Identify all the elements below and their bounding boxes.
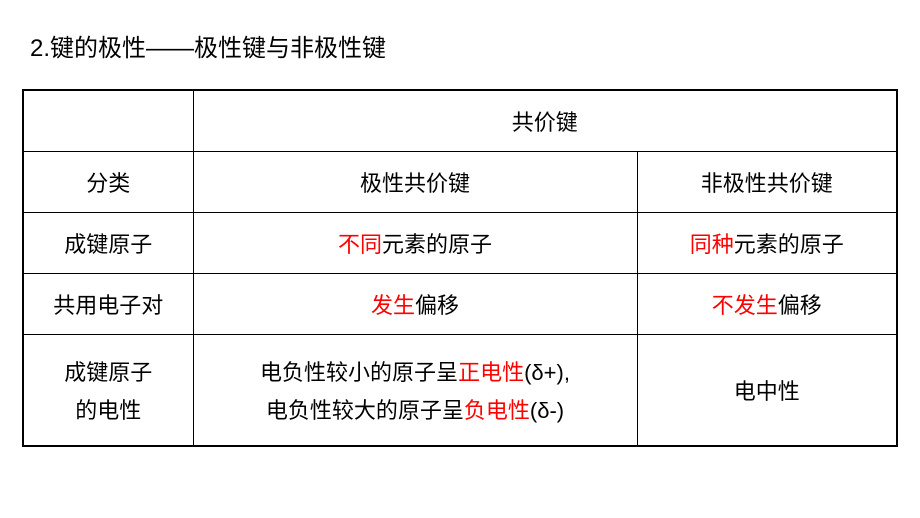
polar-electron-text: 偏移 [415,293,459,318]
polar-atoms-highlight: 不同 [338,232,382,257]
polar-charge-neg-highlight: 负电性 [464,398,530,423]
nonpolar-atoms-text: 元素的原子 [734,232,844,257]
row-label-classification: 分类 [23,152,193,213]
cell-nonpolar-charge: 电中性 [637,335,897,447]
row-label-charge-l2: 的电性 [32,393,185,425]
cell-nonpolar-atoms: 同种元素的原子 [637,213,897,274]
cell-polar-electron: 发生偏移 [193,274,637,335]
polar-charge-line1: 电负性较小的原子呈正电性(δ+), [202,355,629,387]
header-covalent-bond: 共价键 [193,90,897,152]
nonpolar-electron-highlight: 不发生 [712,293,778,318]
row-label-atoms: 成键原子 [23,213,193,274]
row-label-charge: 成键原子 的电性 [23,335,193,447]
cell-nonpolar-electron: 不发生偏移 [637,274,897,335]
row-label-charge-l1: 成键原子 [32,355,185,387]
nonpolar-electron-text: 偏移 [778,293,822,318]
polar-atoms-text: 元素的原子 [382,232,492,257]
cell-nonpolar-classification: 非极性共价键 [637,152,897,213]
nonpolar-atoms-highlight: 同种 [690,232,734,257]
polar-electron-highlight: 发生 [371,293,415,318]
cell-polar-charge: 电负性较小的原子呈正电性(δ+), 电负性较大的原子呈负电性(δ-) [193,335,637,447]
cell-polar-atoms: 不同元素的原子 [193,213,637,274]
polar-charge-line2: 电负性较大的原子呈负电性(δ-) [202,393,629,425]
polar-charge-pos-highlight: 正电性 [458,360,524,385]
row-label-electron: 共用电子对 [23,274,193,335]
bond-polarity-table: 共价键 分类 极性共价键 非极性共价键 成键原子 不同元素的原子 同种元素的原子… [22,89,898,447]
cell-polar-classification: 极性共价键 [193,152,637,213]
cell-empty [23,90,193,152]
page-title: 2.键的极性——极性键与非极性键 [30,28,898,63]
